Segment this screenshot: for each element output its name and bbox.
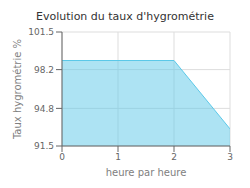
svg-text:94.8: 94.8 (34, 104, 54, 114)
svg-text:3: 3 (227, 152, 233, 162)
svg-text:Taux hygrométrie %: Taux hygrométrie % (12, 39, 23, 140)
svg-text:2: 2 (171, 152, 177, 162)
svg-text:heure par heure: heure par heure (106, 167, 187, 178)
svg-text:98.2: 98.2 (34, 65, 54, 75)
svg-text:0: 0 (59, 152, 65, 162)
svg-text:1: 1 (115, 152, 121, 162)
html-text:Evolution du taux d'hygrométri: Evolution du taux d'hygrométrie (36, 10, 214, 23)
svg-text:101.5: 101.5 (28, 27, 54, 37)
svg-text:91.5: 91.5 (34, 141, 54, 151)
